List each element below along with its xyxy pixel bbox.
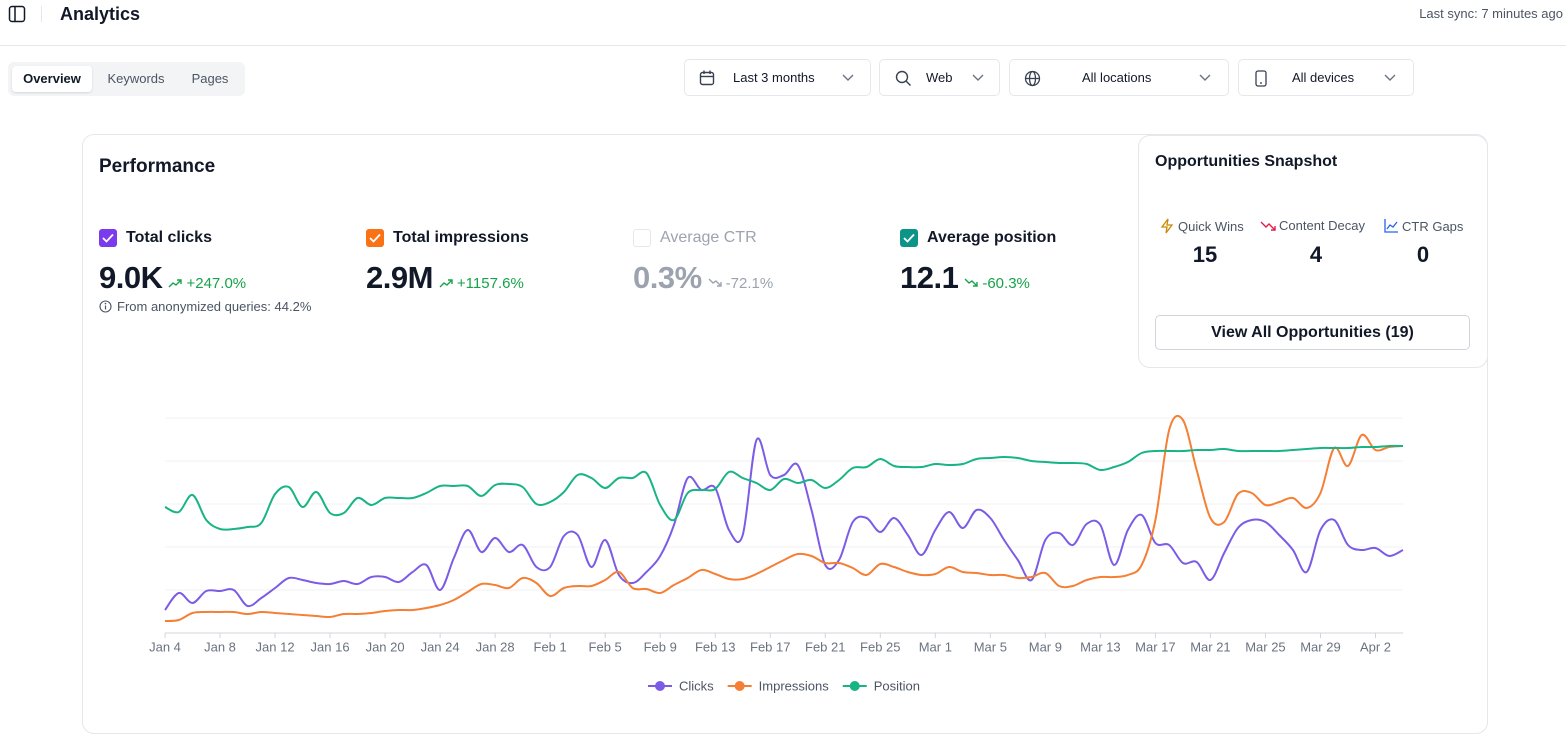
x-tick-label: Mar 29 <box>1300 639 1340 654</box>
checkbox[interactable] <box>366 229 384 247</box>
chevron <box>972 74 984 81</box>
metric-change: -72.1% <box>725 274 774 292</box>
search-type-filter[interactable]: Web <box>879 59 1000 96</box>
sidebar-toggle[interactable] <box>8 5 26 23</box>
x-tick-label: Feb 13 <box>695 639 735 654</box>
opp-item: CTR Gaps <box>1383 218 1463 234</box>
opp-label: Quick Wins <box>1178 218 1244 234</box>
legend-item: Impressions <box>727 678 830 693</box>
x-tick-label: Mar 21 <box>1190 639 1230 654</box>
opportunities-card <box>1138 135 1488 368</box>
filter-label: All devices <box>1292 70 1355 85</box>
x-tick-label: Mar 1 <box>919 639 952 654</box>
x-tick-label: Mar 5 <box>974 639 1007 654</box>
metric[interactable]: Total clicks 9.0K +247.0% <box>99 228 359 296</box>
series-line <box>164 414 1404 622</box>
x-tick-label: Mar 17 <box>1135 639 1175 654</box>
metric[interactable]: Average CTR 0.3% -72.1% <box>633 228 893 296</box>
x-tick-label: Feb 17 <box>750 639 790 654</box>
tab[interactable]: Overview <box>12 66 92 92</box>
x-tick-label: Jan 24 <box>421 639 460 654</box>
opp-count: 4 <box>1309 242 1323 267</box>
metric[interactable]: Total impressions 2.9M +1157.6% <box>366 228 626 296</box>
x-tick-label: Jan 4 <box>149 639 181 654</box>
tab[interactable]: Keywords <box>107 71 165 86</box>
legend-marker <box>734 681 745 691</box>
device-filter[interactable]: All devices <box>1238 59 1414 96</box>
series-line <box>164 437 1404 611</box>
x-tick-label: Mar 9 <box>1029 639 1062 654</box>
metric-label: Total impressions <box>393 229 529 246</box>
filter-label: Web <box>926 70 953 85</box>
metric-change: +247.0% <box>186 274 247 292</box>
x-tick-label: Mar 13 <box>1080 639 1120 654</box>
header-border <box>0 45 1566 46</box>
card-title: Opportunities Snapshot <box>1155 153 1338 170</box>
view-all-button[interactable]: View All Opportunities (19) <box>1155 315 1470 350</box>
opp-label: CTR Gaps <box>1402 218 1464 234</box>
x-tick-label: Feb 1 <box>534 639 567 654</box>
metric-label: Average CTR <box>660 229 757 246</box>
metric[interactable]: Average position 12.1 -60.3% <box>900 228 1160 296</box>
chevron <box>1384 74 1396 81</box>
location-filter[interactable]: All locations <box>1009 59 1229 96</box>
x-tick-label: Feb 25 <box>860 639 900 654</box>
globe-icon <box>1024 70 1041 87</box>
phone-icon <box>1255 70 1267 87</box>
x-tick-label: Jan 20 <box>366 639 405 654</box>
x-tick-label: Jan 16 <box>311 639 350 654</box>
metric-change: -60.3% <box>982 274 1030 292</box>
opp-label: Content Decay <box>1279 218 1365 233</box>
checkbox[interactable] <box>99 229 117 247</box>
metric-value: 2.9M <box>366 260 433 295</box>
x-tick-label: Jan 28 <box>476 639 515 654</box>
checkbox[interactable] <box>900 229 918 247</box>
legend-marker <box>655 681 665 691</box>
chevron <box>1199 74 1211 81</box>
legend-marker <box>849 681 860 691</box>
sync-status: Last sync: 7 minutes ago <box>1419 6 1563 21</box>
x-tick-label: Feb 9 <box>644 639 677 654</box>
note-text: From anonymized queries: 44.2% <box>117 299 312 314</box>
x-tick-label: Mar 25 <box>1245 639 1285 654</box>
note: From anonymized queries: 44.2% <box>99 299 311 314</box>
page-title: Analytics <box>60 4 141 24</box>
x-tick-label: Apr 2 <box>1360 639 1391 654</box>
filter-label: All locations <box>1082 70 1152 85</box>
x-tick-label: Feb 21 <box>805 639 845 654</box>
metric-value: 0.3% <box>633 260 702 295</box>
body: {"header": {"title": "Analytics", "sync"… <box>0 4 1566 734</box>
chart: Jan 4 Jan 8 Jan 12 Jan 16 Jan 20 Jan 24 Jan 28… <box>149 414 1404 693</box>
card-title: Performance <box>99 156 216 177</box>
page: Analytics html, body { margin: 0; paddin… <box>0 4 1566 734</box>
calendar-icon <box>699 70 715 86</box>
legend-label: Position <box>874 678 920 693</box>
x-tick-label: Jan 8 <box>204 639 236 654</box>
series-line <box>164 444 1404 531</box>
checkbox[interactable] <box>633 229 651 247</box>
opp-count: 15 <box>1192 242 1218 267</box>
legend-label: Clicks <box>679 678 714 693</box>
legend-item: Clicks <box>648 678 714 693</box>
tab[interactable]: Pages <box>191 71 229 86</box>
date-filter[interactable]: Last 3 months <box>684 59 871 96</box>
legend-label: Impressions <box>759 678 830 693</box>
opp-item: Quick Wins <box>1159 218 1244 234</box>
legend-item: Position <box>842 678 920 693</box>
metric-label: Total clicks <box>126 229 212 246</box>
metric-change: +1157.6% <box>456 274 524 292</box>
divider <box>41 6 42 22</box>
legend: Clicks Impressions Position <box>648 678 920 693</box>
metric-label: Average position <box>927 229 1057 246</box>
opp-item: Content Decay <box>1260 218 1365 233</box>
filter-label: Last 3 months <box>733 70 815 85</box>
chevron <box>842 74 854 81</box>
search-icon <box>895 70 911 86</box>
tab-bar: Overview Keywords Pages <box>8 62 245 96</box>
opp-count: 0 <box>1416 242 1430 267</box>
metric-value: 9.0K <box>99 260 163 295</box>
x-tick-label: Feb 5 <box>589 639 622 654</box>
metric-value: 12.1 <box>900 260 959 295</box>
x-tick-label: Jan 12 <box>256 639 295 654</box>
